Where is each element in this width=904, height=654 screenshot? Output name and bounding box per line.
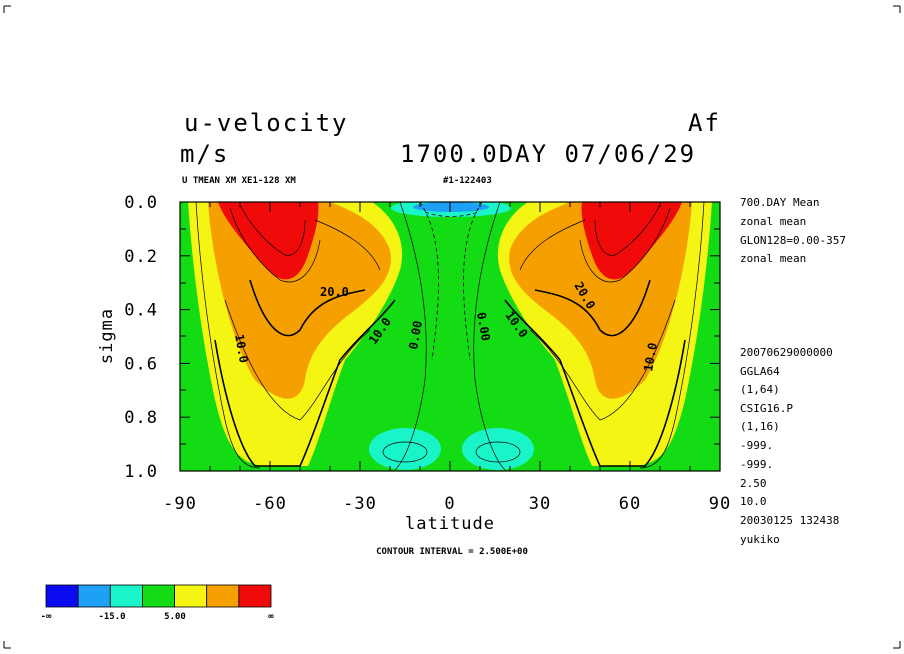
x-tick-labels: -90 -60 -30 0 30 60 90 bbox=[163, 494, 731, 514]
y-tick-label: 0.8 bbox=[124, 408, 158, 428]
colorbar-swatch bbox=[77, 584, 111, 608]
x-tick-label: -30 bbox=[343, 494, 377, 514]
y-tick-labels: 0.0 0.2 0.4 0.6 0.8 1.0 bbox=[124, 193, 158, 482]
side-info-line: yukiko bbox=[740, 533, 780, 546]
x-tick-label: 90 bbox=[709, 494, 731, 514]
y-tick-label: 0.4 bbox=[124, 301, 158, 321]
colorbar-label: -∞ bbox=[41, 612, 52, 622]
side-info-line: GGLA64 bbox=[740, 365, 780, 378]
colorbar-label: ∞ bbox=[268, 612, 274, 622]
y-tick-label: 0.2 bbox=[124, 247, 158, 267]
contour-label: 10.0 bbox=[641, 342, 660, 373]
contour-interval: CONTOUR INTERVAL = 2.500E+00 bbox=[376, 547, 528, 557]
x-tick-label: -60 bbox=[253, 494, 287, 514]
side-info-line: -999. bbox=[740, 439, 773, 452]
y-axis-label: sigma bbox=[97, 308, 117, 364]
side-info-line: 10.0 bbox=[740, 495, 767, 508]
colorbar-swatch bbox=[142, 584, 175, 608]
contour-label: 20.0 bbox=[320, 285, 349, 299]
corner-marks bbox=[3, 5, 901, 649]
side-info-line: 20030125 132438 bbox=[740, 514, 839, 527]
minor-ticks bbox=[180, 202, 720, 471]
y-tick-label: 0.0 bbox=[124, 193, 158, 213]
x-tick-label: 30 bbox=[529, 494, 551, 514]
side-info-line: (1,64) bbox=[740, 383, 780, 396]
side-info-line: GLON128=0.00-357 bbox=[740, 234, 846, 247]
side-info-line: CSIG16.P bbox=[740, 402, 793, 415]
side-info-line: zonal mean bbox=[740, 215, 806, 228]
colorbar-swatch bbox=[238, 584, 272, 608]
colorbar bbox=[45, 584, 272, 608]
y-tick-label: 0.6 bbox=[124, 354, 158, 374]
x-tick-label: 60 bbox=[619, 494, 641, 514]
colorbar-label: -15.0 bbox=[98, 612, 125, 622]
major-ticks bbox=[179, 201, 721, 472]
side-info-line: 20070629000000 bbox=[740, 346, 833, 359]
colorbar-swatch bbox=[45, 584, 79, 608]
contour-label: 10.0 bbox=[232, 333, 251, 364]
colorbar-labels: -∞ -15.0 5.00 ∞ bbox=[41, 612, 275, 622]
plot-title: u-velocity bbox=[184, 109, 349, 137]
subtitle-left: U TMEAN XM XE1-128 XM bbox=[182, 176, 296, 186]
contour-field bbox=[180, 202, 720, 471]
x-axis-label: latitude bbox=[405, 514, 495, 534]
x-tick-label: -90 bbox=[163, 494, 197, 514]
subtitle-right: #1-122403 bbox=[443, 176, 492, 186]
side-info-line: 700.DAY Mean bbox=[740, 196, 819, 209]
side-info-line: 2.50 bbox=[740, 477, 767, 490]
side-info-line: (1,16) bbox=[740, 420, 780, 433]
x-tick-label: 0 bbox=[444, 494, 455, 514]
colorbar-label: 5.00 bbox=[164, 612, 186, 622]
side-info: 700.DAY Mean zonal mean GLON128=0.00-357… bbox=[740, 196, 846, 546]
side-info-line: -999. bbox=[740, 458, 773, 471]
plot-title-right: Af bbox=[688, 109, 721, 137]
colorbar-swatch bbox=[109, 584, 143, 608]
contour-label: 0.00 bbox=[474, 311, 493, 342]
colorbar-swatch bbox=[206, 584, 240, 608]
y-tick-label: 1.0 bbox=[124, 462, 158, 482]
colorbar-swatch bbox=[174, 584, 208, 608]
contour-label: 0.00 bbox=[406, 320, 425, 351]
units-label: m/s bbox=[180, 140, 229, 168]
time-label: 1700.0DAY 07/06/29 bbox=[400, 140, 696, 168]
side-info-line: zonal mean bbox=[740, 252, 806, 265]
